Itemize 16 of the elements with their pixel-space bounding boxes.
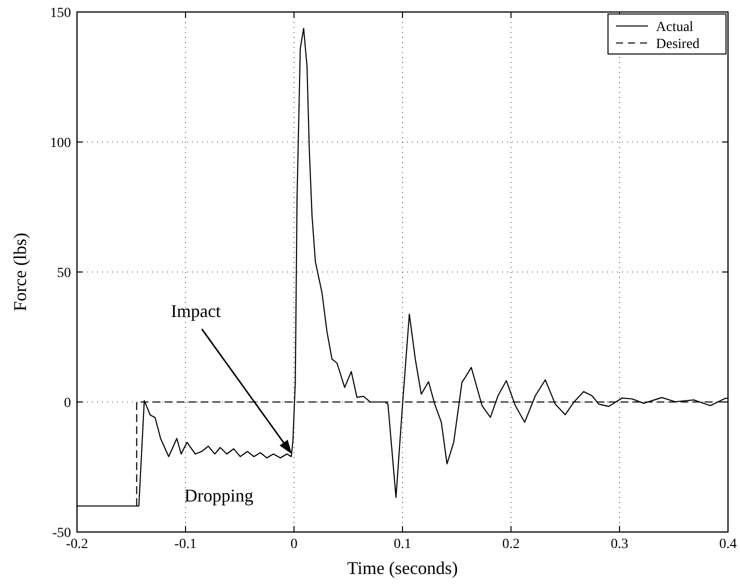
x-tick-label: 0.3 xyxy=(610,537,628,552)
legend-label: Actual xyxy=(656,20,694,35)
y-tick-label: 150 xyxy=(50,6,71,21)
x-axis-title: Time (seconds) xyxy=(347,558,458,578)
annotation: Impact xyxy=(170,301,221,321)
legend-label: Desired xyxy=(656,37,700,52)
y-axis-title: Force (lbs) xyxy=(10,232,30,312)
x-tick-label: -0.1 xyxy=(174,537,197,552)
y-tick-label: 50 xyxy=(57,266,71,281)
x-tick-label: 0 xyxy=(290,537,298,552)
annotation: Dropping xyxy=(184,486,254,506)
x-tick-label: 0.2 xyxy=(502,537,520,552)
y-tick-label: 100 xyxy=(50,136,71,151)
x-tick-label: 0.1 xyxy=(394,537,412,552)
y-tick-label: 0 xyxy=(64,396,71,411)
x-tick-label: 0.4 xyxy=(719,537,737,552)
